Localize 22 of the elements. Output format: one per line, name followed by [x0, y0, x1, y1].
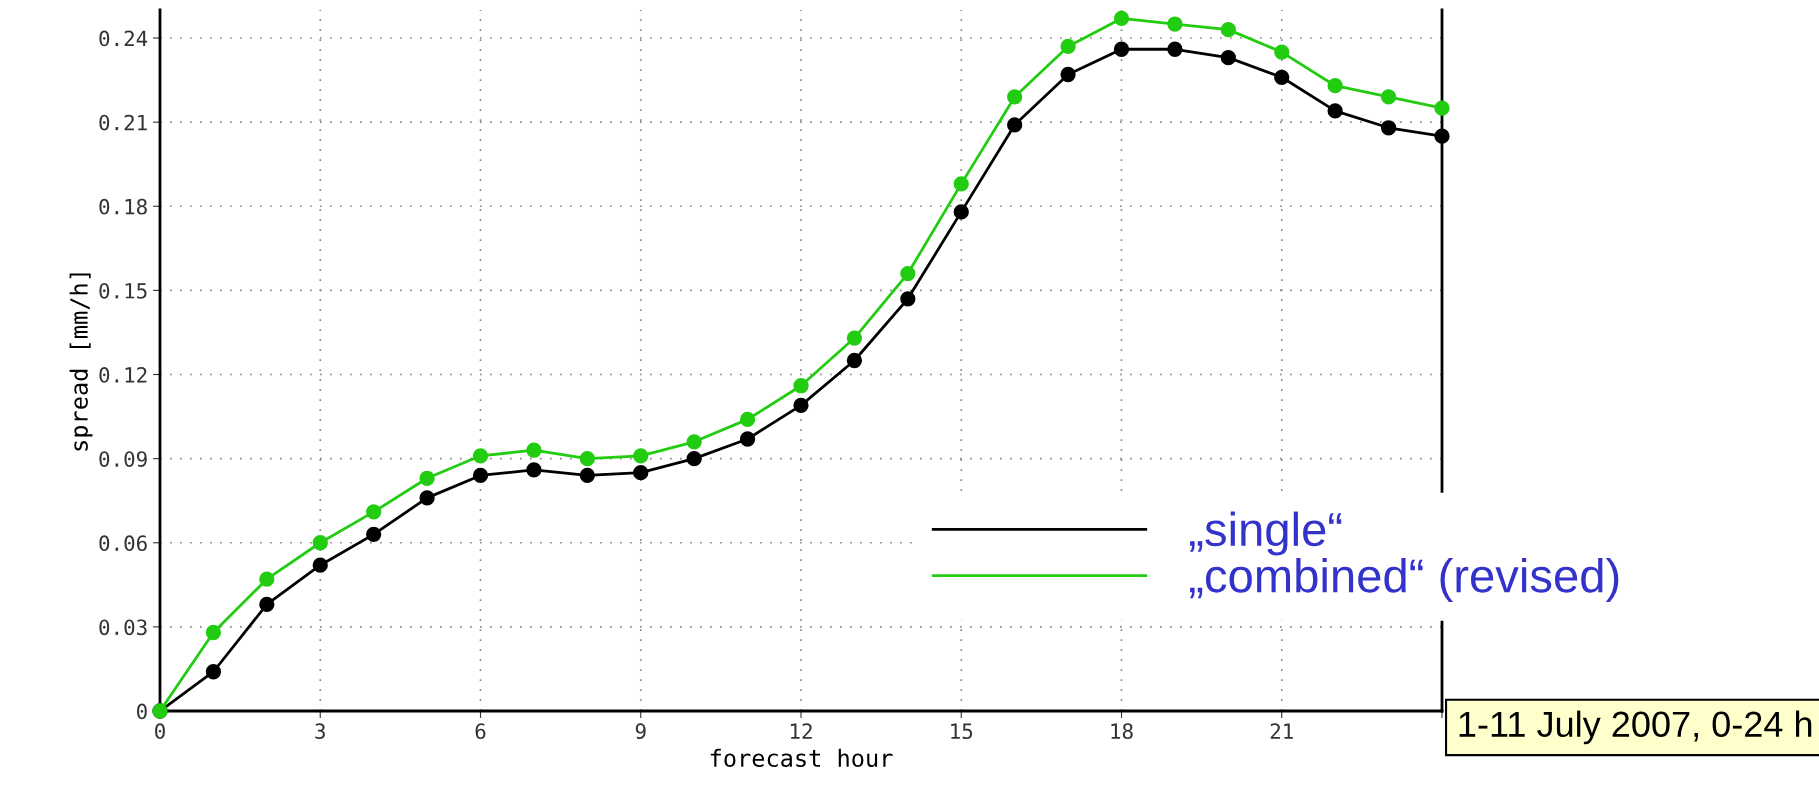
- y-tick-label: 0.18: [99, 198, 147, 215]
- x-tick-label: 3: [315, 723, 325, 740]
- y-tick-label: 0.09: [99, 451, 147, 467]
- x-tick-label: 6: [475, 723, 486, 740]
- y-tick-label: 0: [137, 703, 147, 720]
- x-tick-label: 21: [1270, 723, 1293, 739]
- y-tick-label: 0.24: [99, 30, 148, 47]
- y-tick-label: 0.15: [99, 282, 147, 299]
- y-tick-label: 0.06: [99, 535, 147, 552]
- text: 1-11 July 2007, 0-24 h: [1459, 710, 1812, 745]
- legend-label: „single“: [1189, 511, 1342, 556]
- legend-label: „combined“ (revised): [1189, 557, 1619, 602]
- y-axis-title: spread [mm/h]: [69, 273, 93, 451]
- x-tick-label: 15: [951, 723, 973, 740]
- x-tick-label: 18: [1111, 723, 1133, 740]
- x-tick-label: 9: [635, 723, 646, 740]
- y-tick-label: 0.03: [99, 619, 147, 636]
- x-tick-label: 12: [790, 723, 812, 739]
- y-tick-label: 0.12: [99, 367, 147, 383]
- x-tick-label: 0: [155, 723, 165, 740]
- x-axis-title: forecast hour: [710, 748, 893, 768]
- y-tick-label: 0.21: [99, 114, 147, 131]
